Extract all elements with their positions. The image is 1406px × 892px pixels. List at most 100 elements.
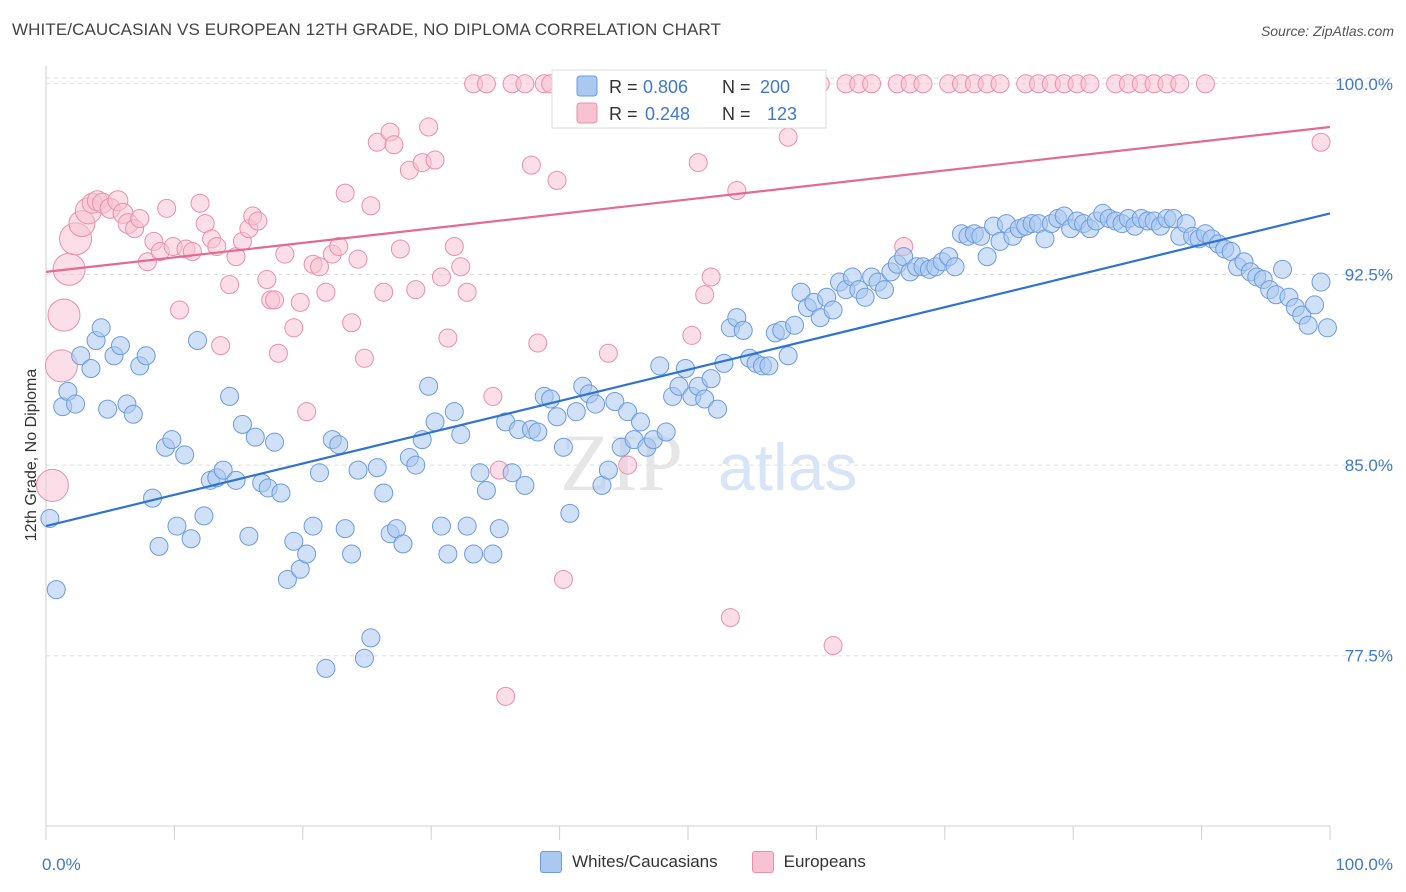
europeans-point-52 <box>361 196 381 216</box>
whites-point-130 <box>874 280 894 300</box>
legend-r-label-blue: R = <box>609 77 638 97</box>
whites-point-47 <box>342 544 362 564</box>
europeans-point-93 <box>695 285 715 305</box>
europeans-point-34 <box>248 211 268 231</box>
europeans-point-109 <box>862 74 882 94</box>
europeans-point-57 <box>390 239 410 259</box>
whites-point-8 <box>91 318 111 338</box>
europeans-point-2 <box>47 298 81 332</box>
europeans-point-56 <box>384 135 404 155</box>
whites-point-198 <box>1311 272 1331 292</box>
whites-point-103 <box>701 369 721 389</box>
whites-point-27 <box>213 460 233 480</box>
whites-point-36 <box>271 483 291 503</box>
whites-point-92 <box>630 412 650 432</box>
europeans-point-64 <box>438 328 458 348</box>
whites-point-196 <box>1298 315 1318 335</box>
whites-point-48 <box>348 460 368 480</box>
europeans-point-124 <box>1080 74 1100 94</box>
stats-legend: R = 0.806 N = 200 R = 0.248 N = 123 <box>551 69 827 129</box>
europeans-point-47 <box>329 236 349 256</box>
whites-point-49 <box>354 648 374 668</box>
whites-point-51 <box>367 458 387 478</box>
whites-point-30 <box>232 414 252 434</box>
whites-point-52 <box>374 483 394 503</box>
europeans-point-61 <box>419 117 439 137</box>
europeans-point-24 <box>190 193 210 213</box>
watermark-atlas: atlas <box>718 430 857 504</box>
legend-item-whites[interactable]: Whites/Caucasians <box>540 851 718 873</box>
europeans-point-91 <box>682 325 702 345</box>
europeans-point-76 <box>528 333 548 353</box>
y-tick-label-2: 92.5% <box>1345 265 1393 284</box>
whites-point-45 <box>329 435 349 455</box>
europeans-point-97 <box>727 181 747 201</box>
europeans-point-96 <box>720 608 740 628</box>
whites-point-50 <box>361 628 381 648</box>
whites-point-146 <box>977 247 997 267</box>
whites-point-141 <box>945 257 965 277</box>
whites-point-37 <box>277 569 297 589</box>
whites-point-4 <box>66 394 86 414</box>
whites-point-38 <box>284 531 304 551</box>
europeans-point-132 <box>1311 132 1331 152</box>
whites-point-69 <box>483 544 503 564</box>
whites-point-60 <box>425 412 445 432</box>
whites-point-104 <box>708 399 728 419</box>
whites-point-42 <box>309 463 329 483</box>
whites-point-22 <box>181 529 201 549</box>
europeans-trend-line <box>45 125 1331 273</box>
europeans-point-27 <box>207 236 227 256</box>
stats-legend-frame <box>551 69 827 129</box>
whites-point-61 <box>431 516 451 536</box>
whites-point-79 <box>547 407 567 427</box>
whites-point-23 <box>188 331 208 351</box>
whites-point-63 <box>444 402 464 422</box>
legend-r-value-pink: 0.248 <box>645 104 690 124</box>
y-tick-label-3: 100.0% <box>1335 75 1393 94</box>
europeans-point-23 <box>182 242 202 262</box>
whites-points <box>40 203 1337 678</box>
whites-point-15 <box>136 346 156 366</box>
europeans-point-65 <box>444 236 464 256</box>
whites-point-9 <box>98 399 118 419</box>
x-tick-label-100: 100.0% <box>1335 855 1393 874</box>
series-legend: Whites/Caucasians Europeans <box>0 851 1406 873</box>
whites-point-13 <box>123 404 143 424</box>
europeans-point-130 <box>1170 74 1190 94</box>
whites-point-116 <box>785 315 805 335</box>
whites-point-20 <box>167 516 187 536</box>
whites-point-72 <box>502 463 522 483</box>
whites-point-67 <box>470 463 490 483</box>
whites-point-19 <box>162 430 182 450</box>
legend-item-europeans[interactable]: Europeans <box>751 851 866 873</box>
whites-point-81 <box>560 503 580 523</box>
y-axis-label: 12th Grade, No Diploma <box>23 369 40 542</box>
europeans-point-28 <box>211 336 231 356</box>
europeans-point-51 <box>354 348 374 368</box>
y-tick-label-0: 77.5% <box>1345 647 1393 666</box>
whites-point-21 <box>175 445 195 465</box>
axes <box>45 66 1331 840</box>
whites-point-85 <box>586 394 606 414</box>
whites-point-112 <box>759 356 779 376</box>
chart-title: WHITE/CAUCASIAN VS EUROPEAN 12TH GRADE, … <box>12 20 721 39</box>
europeans-point-92 <box>688 153 708 173</box>
legend-r-value-blue: 0.806 <box>643 77 688 97</box>
whites-point-6 <box>81 358 101 378</box>
whites-point-96 <box>656 422 676 442</box>
europeans-point-113 <box>913 74 933 94</box>
whites-point-59 <box>419 376 439 396</box>
whites-point-74 <box>515 475 535 495</box>
europeans-point-21 <box>170 300 190 320</box>
europeans-point-106 <box>823 636 843 656</box>
whites-point-35 <box>265 432 285 452</box>
legend-swatch-whites <box>540 851 563 873</box>
whites-point-98 <box>669 376 689 396</box>
x-tick-labels: 0.0% 100.0% <box>42 855 1393 874</box>
europeans-point-1 <box>44 349 78 383</box>
whites-point-108 <box>733 320 753 340</box>
whites-point-127 <box>855 287 875 307</box>
whites-point-197 <box>1305 295 1325 315</box>
